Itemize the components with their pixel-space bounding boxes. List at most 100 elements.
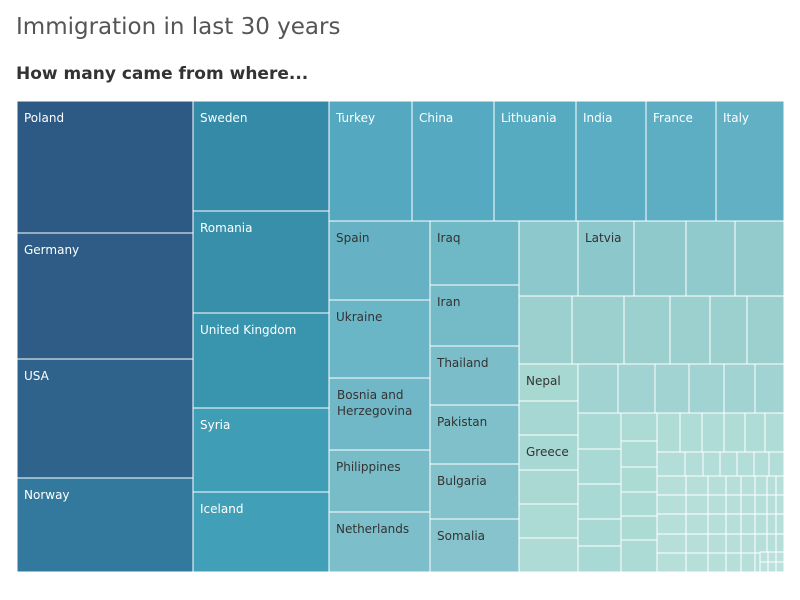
treemap-tile-unlabeled[interactable] bbox=[725, 552, 742, 573]
treemap-tile-latvia[interactable] bbox=[577, 220, 635, 297]
treemap-tile-unlabeled[interactable] bbox=[669, 295, 711, 365]
treemap-tile-nepal[interactable] bbox=[518, 363, 579, 402]
treemap-tile-unlabeled[interactable] bbox=[633, 220, 687, 297]
treemap-tile-unlabeled[interactable] bbox=[620, 440, 658, 468]
treemap-tile-unlabeled[interactable] bbox=[518, 469, 579, 505]
treemap-tile-unlabeled[interactable] bbox=[685, 475, 709, 496]
treemap-tile-unlabeled[interactable] bbox=[654, 363, 690, 414]
treemap-tile-unlabeled[interactable] bbox=[768, 451, 785, 477]
treemap-tile-unlabeled[interactable] bbox=[766, 494, 777, 515]
treemap-tile-italy[interactable] bbox=[715, 100, 785, 222]
treemap-tile-unlabeled[interactable] bbox=[723, 363, 756, 414]
treemap-tile-unlabeled[interactable] bbox=[623, 295, 671, 365]
treemap-tile-thailand[interactable] bbox=[429, 345, 520, 406]
treemap-tile-unlabeled[interactable] bbox=[775, 551, 785, 563]
treemap-tile-united-kingdom[interactable] bbox=[192, 312, 330, 409]
treemap-tile-france[interactable] bbox=[645, 100, 717, 222]
treemap-tile-germany[interactable] bbox=[16, 232, 194, 360]
treemap-tile-unlabeled[interactable] bbox=[656, 412, 681, 453]
treemap-tile-unlabeled[interactable] bbox=[775, 513, 785, 535]
treemap-tile-unlabeled[interactable] bbox=[744, 412, 766, 453]
treemap-tile-iraq[interactable] bbox=[429, 220, 520, 286]
treemap-tile-unlabeled[interactable] bbox=[707, 475, 727, 496]
treemap-tile-unlabeled[interactable] bbox=[617, 363, 656, 414]
treemap-tile-unlabeled[interactable] bbox=[719, 451, 738, 477]
treemap-tile-bulgaria[interactable] bbox=[429, 463, 520, 520]
treemap-tile-unlabeled[interactable] bbox=[740, 475, 756, 496]
treemap-tile-unlabeled[interactable] bbox=[707, 494, 727, 515]
treemap-tile-unlabeled[interactable] bbox=[766, 533, 777, 554]
treemap-tile-unlabeled[interactable] bbox=[707, 513, 727, 535]
treemap-tile-unlabeled[interactable] bbox=[656, 533, 687, 554]
treemap-tile-unlabeled[interactable] bbox=[685, 513, 709, 535]
treemap-tile-india[interactable] bbox=[575, 100, 647, 222]
treemap-tile-unlabeled[interactable] bbox=[775, 494, 785, 515]
treemap-tile-unlabeled[interactable] bbox=[518, 537, 579, 573]
treemap-tile-unlabeled[interactable] bbox=[740, 533, 756, 554]
treemap-tile-unlabeled[interactable] bbox=[709, 295, 748, 365]
treemap-tile-unlabeled[interactable] bbox=[620, 491, 658, 517]
treemap-tile-unlabeled[interactable] bbox=[679, 412, 703, 453]
treemap-tile-pakistan[interactable] bbox=[429, 404, 520, 465]
treemap-tile-unlabeled[interactable] bbox=[767, 561, 777, 573]
treemap-tile-unlabeled[interactable] bbox=[518, 400, 579, 436]
treemap-tile-unlabeled[interactable] bbox=[725, 513, 742, 535]
treemap-tile-unlabeled[interactable] bbox=[577, 448, 622, 485]
treemap-tile-unlabeled[interactable] bbox=[753, 451, 770, 477]
treemap-tile-unlabeled[interactable] bbox=[571, 295, 625, 365]
treemap-tile-ukraine[interactable] bbox=[328, 299, 431, 379]
treemap-tile-unlabeled[interactable] bbox=[746, 295, 785, 365]
treemap-tile-unlabeled[interactable] bbox=[734, 220, 785, 297]
treemap-tile-norway[interactable] bbox=[16, 477, 194, 573]
treemap-tile-sweden[interactable] bbox=[192, 100, 330, 212]
treemap-tile-romania[interactable] bbox=[192, 210, 330, 314]
treemap-tile-unlabeled[interactable] bbox=[577, 483, 622, 520]
treemap-tile-unlabeled[interactable] bbox=[766, 475, 777, 496]
treemap-tile-unlabeled[interactable] bbox=[702, 451, 721, 477]
treemap-tile-unlabeled[interactable] bbox=[685, 533, 709, 554]
treemap-tile-usa[interactable] bbox=[16, 358, 194, 479]
treemap-tile-unlabeled[interactable] bbox=[725, 533, 742, 554]
treemap-tile-unlabeled[interactable] bbox=[767, 551, 777, 563]
treemap-tile-unlabeled[interactable] bbox=[518, 220, 579, 297]
treemap-tile-poland[interactable] bbox=[16, 100, 194, 234]
treemap-tile-unlabeled[interactable] bbox=[577, 545, 622, 573]
treemap-tile-unlabeled[interactable] bbox=[754, 533, 768, 554]
treemap-tile-unlabeled[interactable] bbox=[754, 513, 768, 535]
treemap-tile-unlabeled[interactable] bbox=[740, 552, 756, 573]
treemap-tile-unlabeled[interactable] bbox=[754, 363, 785, 414]
treemap-tile-unlabeled[interactable] bbox=[775, 475, 785, 496]
treemap-tile-unlabeled[interactable] bbox=[684, 451, 704, 477]
treemap-tile-unlabeled[interactable] bbox=[685, 220, 736, 297]
treemap-tile-unlabeled[interactable] bbox=[577, 412, 622, 450]
treemap-tile-unlabeled[interactable] bbox=[764, 412, 785, 453]
treemap-tile-unlabeled[interactable] bbox=[759, 561, 769, 573]
treemap-tile-unlabeled[interactable] bbox=[620, 539, 658, 573]
treemap-tile-unlabeled[interactable] bbox=[740, 513, 756, 535]
treemap-tile-unlabeled[interactable] bbox=[775, 561, 785, 573]
treemap-tile-unlabeled[interactable] bbox=[707, 552, 727, 573]
treemap-tile-iran[interactable] bbox=[429, 284, 520, 347]
treemap-tile-unlabeled[interactable] bbox=[723, 412, 746, 453]
treemap-tile-china[interactable] bbox=[411, 100, 495, 222]
treemap-tile-unlabeled[interactable] bbox=[725, 475, 742, 496]
treemap-tile-unlabeled[interactable] bbox=[688, 363, 725, 414]
treemap-tile-unlabeled[interactable] bbox=[656, 475, 687, 496]
treemap-tile-unlabeled[interactable] bbox=[775, 533, 785, 554]
treemap-tile-unlabeled[interactable] bbox=[620, 412, 658, 442]
treemap-tile-unlabeled[interactable] bbox=[736, 451, 755, 477]
treemap-tile-turkey[interactable] bbox=[328, 100, 413, 222]
treemap-tile-unlabeled[interactable] bbox=[577, 518, 622, 547]
treemap-tile-unlabeled[interactable] bbox=[707, 533, 727, 554]
treemap-tile-unlabeled[interactable] bbox=[577, 363, 619, 414]
treemap-tile-unlabeled[interactable] bbox=[656, 494, 687, 515]
treemap-tile-unlabeled[interactable] bbox=[759, 551, 769, 563]
treemap-tile-unlabeled[interactable] bbox=[754, 475, 768, 496]
treemap-tile-unlabeled[interactable] bbox=[620, 515, 658, 541]
treemap-tile-unlabeled[interactable] bbox=[656, 552, 687, 573]
treemap-tile-bosnia-and-herzegovina[interactable] bbox=[328, 377, 431, 451]
treemap-tile-unlabeled[interactable] bbox=[754, 494, 768, 515]
treemap-tile-unlabeled[interactable] bbox=[620, 466, 658, 493]
treemap-tile-iceland[interactable] bbox=[192, 491, 330, 573]
treemap-tile-spain[interactable] bbox=[328, 220, 431, 301]
